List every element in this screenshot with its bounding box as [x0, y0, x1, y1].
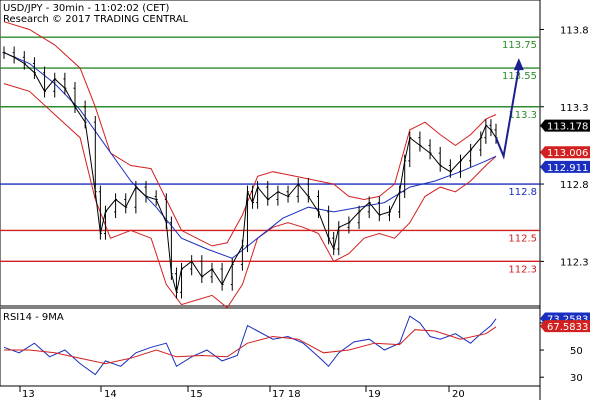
price-line [3, 52, 497, 293]
rsi-ytick-label-2: 30 [570, 373, 583, 384]
xtick-label-2: 15 [190, 389, 203, 400]
price-value-tag-1-box [540, 146, 590, 159]
chart-header-line1: USD/JPY - 30min - 11:02:02 (CET) [3, 3, 170, 14]
level-label-1: 113.55 [502, 71, 537, 82]
level-label-2: 113.3 [508, 110, 537, 121]
xtick-label-3: 17 18 [272, 389, 301, 400]
rsi-value-tag-1-box [540, 320, 590, 333]
price-value-tag-0-box [540, 119, 590, 132]
chart-header-line2: Research © 2017 TRADING CENTRAL [3, 14, 189, 25]
price-indicator-line-1 [3, 83, 497, 309]
forecast-arrow-head [513, 58, 524, 71]
price-layer: 113.75 113.55 113.3 112.8 112.5 112.3 [0, 21, 540, 309]
axis-layer: 113.8113.3112.8112.3705030113.178113.006… [19, 25, 590, 400]
price-value-tag-1-label: 113.006 [547, 148, 588, 159]
price-ytick-label-3: 112.3 [560, 257, 589, 268]
xtick-label-0: 13 [22, 389, 35, 400]
xtick-label-1: 14 [104, 389, 117, 400]
price-indicator-line-0 [3, 21, 497, 247]
rsi-value-tag-1-label: 67.5833 [547, 322, 588, 333]
price-ytick-label-0: 113.8 [560, 25, 589, 36]
rsi-title: RSI14 - 9MA [3, 312, 64, 323]
xtick-label-4: 19 [368, 389, 381, 400]
price-indicator-line-2 [3, 52, 497, 259]
price-value-tag-2-label: 112.911 [547, 163, 588, 174]
rsi-panel-frame [0, 307, 541, 387]
rsi-line-1 [4, 326, 497, 365]
xtick-label-5: 20 [452, 389, 465, 400]
price-ytick-label-1: 113.3 [560, 103, 589, 114]
rsi-value-tag-0-label: 73.2583 [547, 314, 588, 325]
level-label-3: 112.8 [508, 187, 537, 198]
rsi-layer [3, 315, 497, 376]
rsi-line-0 [3, 315, 497, 376]
price-value-tag-2-box [540, 160, 590, 173]
price-ytick-label-2: 112.8 [560, 180, 589, 191]
level-label-4: 112.5 [508, 233, 537, 244]
price-panel-frame [0, 0, 541, 307]
level-label-5: 112.3 [508, 264, 537, 275]
forecast-arrow-line [495, 67, 520, 160]
rsi-ytick-label-1: 50 [570, 346, 583, 357]
price-value-tag-0-label: 113.178 [547, 122, 588, 133]
level-label-0: 113.75 [502, 40, 537, 51]
